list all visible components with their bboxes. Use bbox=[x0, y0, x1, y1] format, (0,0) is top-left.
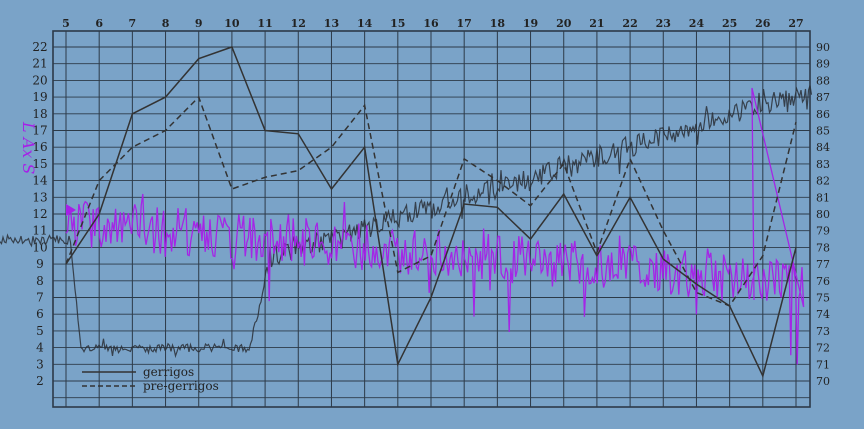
right-tick-label: 72 bbox=[816, 342, 830, 355]
right-tick-label: 80 bbox=[816, 208, 830, 221]
right-tick-label: 70 bbox=[816, 375, 830, 388]
right-tick-label: 83 bbox=[816, 158, 830, 171]
left-tick-label: 10 bbox=[32, 240, 47, 254]
left-tick-label: 6 bbox=[36, 307, 44, 321]
x-tick-label: 11 bbox=[257, 17, 272, 30]
x-tick-label: 12 bbox=[291, 17, 306, 30]
overlay-traces bbox=[0, 85, 813, 365]
left-tick-label: 9 bbox=[36, 257, 44, 271]
right-tick-label: 73 bbox=[816, 325, 830, 338]
legend-label: gerrigos bbox=[143, 365, 194, 379]
legend-label: pre-gerrigos bbox=[143, 379, 219, 393]
x-tick-label: 7 bbox=[129, 17, 137, 30]
x-tick-label: 6 bbox=[95, 17, 103, 30]
right-tick-labels: 70 71 72 73 74 75 76 77 78 79 80 81 82 83 84 85 86 87 88 89… bbox=[816, 41, 830, 388]
x-tick-label: 18 bbox=[490, 17, 506, 30]
right-tick-label: 77 bbox=[816, 258, 830, 271]
x-tick-label: 19 bbox=[523, 17, 538, 30]
right-tick-label: 87 bbox=[816, 91, 830, 104]
right-tick-label: 81 bbox=[816, 191, 830, 204]
left-tick-label: 3 bbox=[36, 357, 44, 371]
left-tick-label: 8 bbox=[36, 274, 44, 288]
left-tick-label: 20 bbox=[32, 73, 47, 87]
left-tick-labels: 2 3 4 5 6 7 8 9 10 11 12 13 14 15 16 17 18 19 20 21 22 bbox=[32, 40, 48, 388]
x-tick-label: 20 bbox=[556, 17, 572, 30]
left-tick-label: 22 bbox=[32, 40, 47, 54]
x-tick-label: 16 bbox=[423, 17, 439, 30]
right-tick-label: 74 bbox=[816, 308, 830, 321]
x-tick-label: 8 bbox=[162, 17, 170, 30]
dark-noise-trace bbox=[0, 85, 813, 359]
x-tick-label: 10 bbox=[224, 17, 240, 30]
left-tick-label: 13 bbox=[32, 190, 47, 204]
x-tick-label: 25 bbox=[722, 17, 737, 30]
x-tick-label: 13 bbox=[324, 17, 339, 30]
right-tick-label: 85 bbox=[816, 125, 830, 138]
x-tick-label: 14 bbox=[357, 17, 373, 30]
x-tick-label: 21 bbox=[589, 17, 604, 30]
x-tick-label: 23 bbox=[656, 17, 671, 30]
left-tick-label: 12 bbox=[32, 207, 47, 221]
right-tick-label: 88 bbox=[816, 74, 830, 87]
left-tick-label: 2 bbox=[36, 374, 44, 388]
x-tick-label: 26 bbox=[755, 17, 771, 30]
right-tick-label: 75 bbox=[816, 292, 830, 305]
left-tick-label: 18 bbox=[32, 107, 47, 121]
right-tick-label: 82 bbox=[816, 175, 830, 188]
right-tick-label: 71 bbox=[816, 358, 830, 371]
right-tick-label: 89 bbox=[816, 58, 830, 71]
left-tick-label: 21 bbox=[32, 57, 47, 71]
left-tick-label: 17 bbox=[32, 124, 47, 138]
x-tick-label: 27 bbox=[788, 17, 803, 30]
x-tick-label: 24 bbox=[689, 17, 705, 30]
right-tick-label: 78 bbox=[816, 241, 830, 254]
left-tick-label: 7 bbox=[36, 291, 44, 305]
right-tick-label: 84 bbox=[816, 141, 830, 154]
x-tick-label: 15 bbox=[390, 17, 405, 30]
left-tick-label: 19 bbox=[32, 90, 47, 104]
series-line-pre-gerrigos bbox=[65, 95, 797, 307]
overlay-label: L Ax S bbox=[19, 121, 38, 174]
right-tick-label: 86 bbox=[816, 108, 830, 121]
x-tick-label: 17 bbox=[457, 17, 472, 30]
x-tick-label: 5 bbox=[62, 17, 70, 30]
magenta-trace-marker bbox=[66, 204, 76, 216]
series-line-gerrigos bbox=[65, 46, 797, 379]
grid bbox=[52, 30, 811, 408]
x-tick-labels: 5 6 7 8 9 10 11 12 13 14 15 16 17 18 19 20 21 22 23 24 25 26 2… bbox=[62, 17, 803, 30]
right-tick-label: 76 bbox=[816, 275, 830, 288]
left-tick-label: 16 bbox=[32, 140, 47, 154]
x-tick-label: 22 bbox=[622, 17, 637, 30]
left-tick-label: 14 bbox=[32, 174, 48, 188]
series-lines bbox=[65, 46, 797, 379]
left-tick-label: 4 bbox=[36, 341, 44, 355]
left-tick-label: 11 bbox=[32, 224, 47, 238]
magenta-trace bbox=[65, 87, 805, 365]
left-tick-label: 15 bbox=[32, 157, 47, 171]
left-tick-label: 5 bbox=[36, 324, 44, 338]
x-tick-label: 9 bbox=[195, 17, 203, 30]
right-tick-label: 90 bbox=[816, 41, 830, 54]
right-tick-label: 79 bbox=[816, 225, 830, 238]
